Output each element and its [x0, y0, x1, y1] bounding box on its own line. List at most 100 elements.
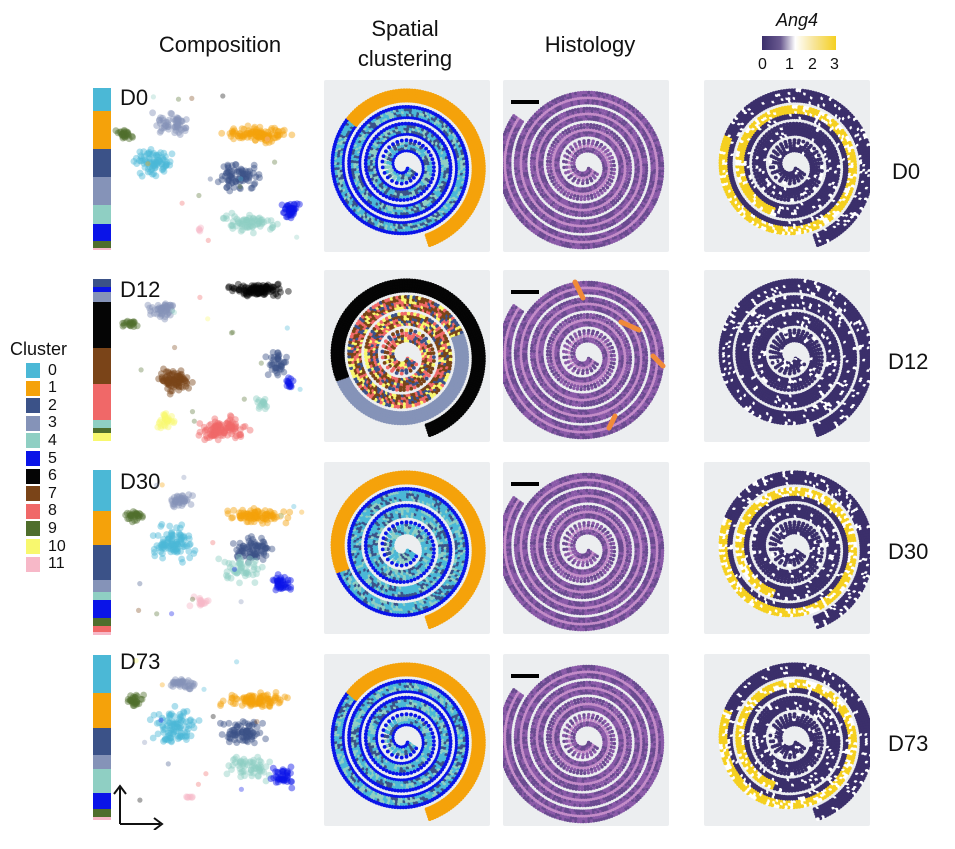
legend-item-7: 7	[26, 485, 57, 502]
histology-panel-d73	[503, 654, 669, 826]
composition-segment-cluster-5	[93, 600, 111, 618]
composition-segment-cluster-6	[93, 302, 111, 349]
legend-title: Cluster	[10, 339, 67, 360]
composition-segment-cluster-0	[93, 655, 111, 693]
header-composition: Composition	[130, 32, 310, 58]
histology-spiral	[503, 472, 665, 632]
colorscale-tick-2: 2	[808, 56, 817, 74]
ang4-spiral	[718, 470, 870, 629]
composition-bar-d73	[93, 655, 111, 820]
umap-cluster-1-points	[217, 689, 291, 710]
legend-label: 4	[48, 432, 57, 449]
composition-segment-cluster-11	[93, 247, 111, 250]
umap-cluster-3-points	[149, 109, 190, 138]
histology-panel-d12	[503, 270, 669, 442]
umap-cluster-5-points	[283, 374, 297, 391]
legend-label: 9	[48, 520, 57, 537]
header-spatial-line2: clustering	[330, 46, 480, 72]
legend-label: 2	[48, 397, 57, 414]
umap-cluster-5-points	[278, 200, 303, 222]
row-label-right-d73: D73	[888, 732, 928, 756]
composition-segment-cluster-3	[93, 755, 111, 769]
legend-swatch	[26, 539, 40, 554]
legend-item-5: 5	[26, 450, 57, 467]
legend-label: 6	[48, 468, 57, 484]
composition-bar-d12	[93, 279, 111, 441]
composition-segment-cluster-4	[93, 205, 111, 225]
umap-cluster-9-points	[112, 126, 136, 143]
umap-cluster-0-points	[130, 146, 176, 180]
composition-segment-cluster-3	[93, 291, 111, 303]
composition-segment-cluster-2	[93, 279, 111, 287]
histology-spiral	[503, 90, 665, 250]
composition-segment-cluster-3	[93, 177, 111, 206]
legend-swatch	[26, 415, 40, 431]
row-label-right-d12: D12	[888, 350, 928, 374]
umap-cluster-4-points	[219, 209, 281, 237]
legend-swatch	[26, 451, 40, 466]
row-label-d12: D12	[120, 278, 160, 302]
legend-label: 5	[48, 450, 57, 467]
legend-label: 3	[48, 415, 57, 431]
row-label-d73: D73	[120, 650, 160, 674]
spatial-spiral	[330, 88, 486, 248]
legend-swatch	[26, 468, 40, 484]
umap-cluster-4-points	[223, 753, 274, 785]
umap-cluster-11-points	[195, 224, 205, 235]
umap-cluster-2-points	[229, 533, 276, 566]
composition-segment-cluster-1	[93, 111, 111, 150]
header-spatial-line1: Spatial	[330, 16, 480, 42]
umap-cluster-2-points	[214, 161, 263, 195]
legend-item-3: 3	[26, 415, 57, 432]
umap-d73	[124, 658, 296, 803]
umap-cluster-2-points	[262, 349, 290, 379]
composition-segment-cluster-4	[93, 768, 111, 793]
umap-cluster-9-points	[122, 508, 146, 526]
colorscale-tick-1: 1	[785, 56, 794, 74]
composition-bar-d30	[93, 470, 111, 635]
row-label-right-d0: D0	[892, 160, 920, 184]
umap-cluster-0-points	[149, 521, 199, 566]
composition-bar-d0	[93, 88, 111, 250]
histology-spiral	[503, 279, 666, 440]
annotation-arrow	[618, 319, 642, 333]
spatial-spiral	[330, 662, 486, 821]
header-histology: Histology	[515, 32, 665, 58]
legend-swatch	[26, 363, 40, 378]
umap-cluster-7-points	[155, 365, 196, 398]
composition-segment-cluster-5	[93, 792, 111, 810]
legend-item-8: 8	[26, 503, 57, 520]
umap-cluster-5-points	[267, 763, 296, 792]
ang4-panel-d0	[704, 80, 870, 252]
legend-label: 8	[48, 503, 57, 519]
umap-cluster-3-points	[144, 300, 177, 323]
legend-label: 0	[48, 362, 57, 379]
legend-item-9: 9	[26, 520, 57, 537]
composition-segment-cluster-3	[93, 579, 111, 592]
legend-item-10: 10	[26, 538, 66, 555]
umap-cluster-9-points	[124, 691, 147, 710]
ang4-panel-d73	[704, 654, 870, 826]
composition-segment-cluster-1	[93, 510, 111, 546]
legend-swatch	[26, 486, 40, 502]
spatial-panel-d73	[324, 654, 490, 826]
row-label-d0: D0	[120, 86, 148, 110]
ang4-panel-d12	[704, 270, 870, 442]
histology-panel-d0	[503, 80, 669, 252]
umap-cluster-3-points	[167, 676, 198, 693]
legend-item-6: 6	[26, 468, 57, 485]
umap-cluster-9-points	[119, 317, 141, 330]
annotation-arrow	[572, 279, 586, 301]
umap-cluster-3-points	[168, 491, 196, 511]
umap-d12	[119, 280, 303, 444]
composition-segment-cluster-9	[93, 809, 111, 818]
composition-segment-cluster-1	[93, 692, 111, 729]
umap-cluster-1-points	[218, 122, 296, 147]
legend-swatch	[26, 398, 40, 414]
histology-panel-d30	[503, 462, 669, 634]
legend-item-2: 2	[26, 397, 57, 414]
composition-segment-cluster-9	[93, 428, 111, 434]
legend-item-11: 11	[26, 556, 65, 573]
legend-swatch	[26, 380, 40, 396]
legend-label: 1	[48, 380, 57, 396]
